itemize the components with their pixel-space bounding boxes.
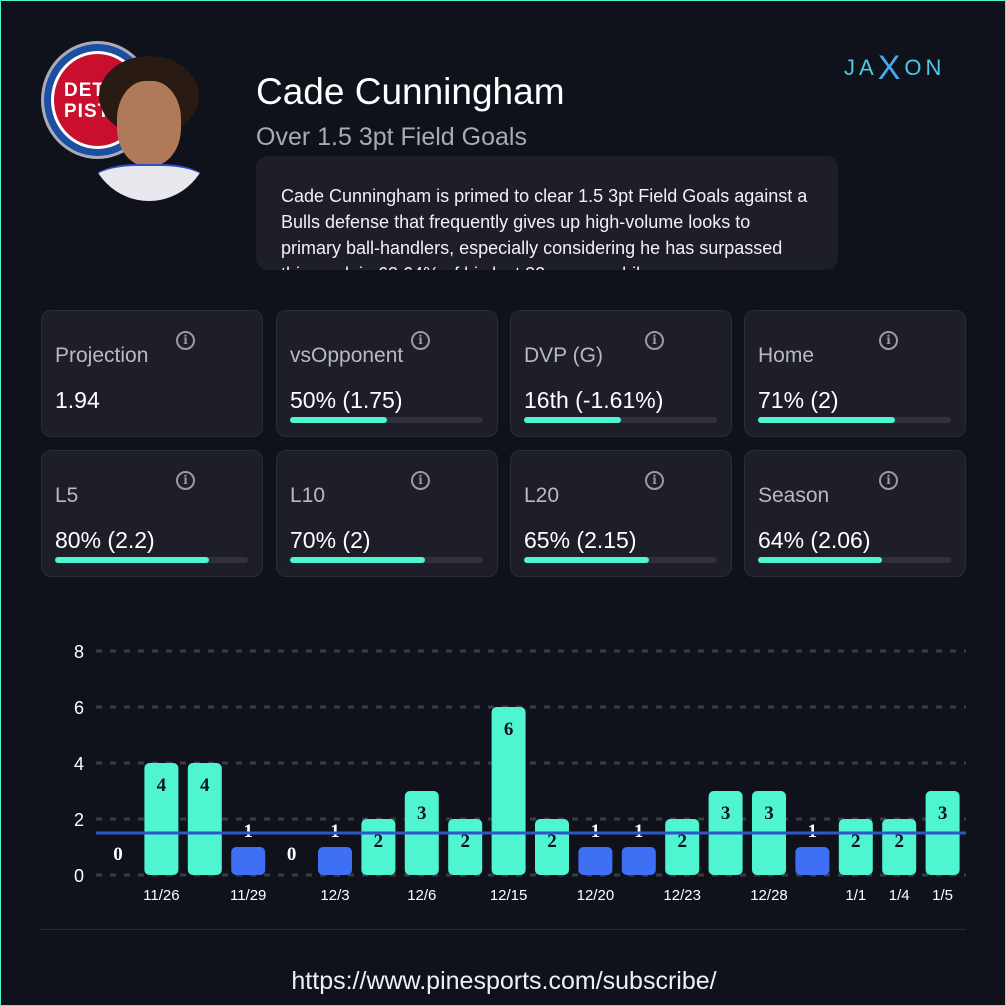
info-icon[interactable]: i bbox=[176, 331, 195, 350]
x-tick-label: 12/6 bbox=[407, 887, 436, 904]
stat-label: vsOpponent bbox=[290, 344, 404, 367]
bar[interactable] bbox=[144, 763, 179, 875]
bar-value-label: 2 bbox=[677, 831, 687, 852]
x-tick-label: 1/1 bbox=[845, 887, 866, 904]
x-tick-label: 1/4 bbox=[889, 887, 910, 904]
stat-card-vsopponent: vsOpponent i 50% (1.75) bbox=[276, 310, 498, 437]
stat-value: 80% (2.2) bbox=[55, 527, 155, 553]
bar-value-label: 0 bbox=[287, 844, 297, 865]
bar-value-label: 6 bbox=[504, 719, 514, 740]
bar[interactable] bbox=[231, 847, 266, 875]
stat-progress-bar bbox=[290, 557, 483, 563]
stat-value: 65% (2.15) bbox=[524, 527, 637, 553]
brand-logo: JAXON bbox=[844, 49, 946, 87]
divider bbox=[41, 929, 966, 930]
stat-value: 16th (-1.61%) bbox=[524, 387, 664, 413]
stat-progress-bar bbox=[758, 417, 951, 423]
stat-label: Season bbox=[758, 484, 830, 507]
info-icon[interactable]: i bbox=[879, 471, 898, 490]
stat-value: 64% (2.06) bbox=[758, 527, 871, 553]
stat-card-l5: L5 i 80% (2.2) bbox=[41, 450, 263, 577]
bar-value-label: 2 bbox=[460, 831, 470, 852]
stat-card-home: Home i 71% (2) bbox=[744, 310, 966, 437]
x-tick-label: 11/26 bbox=[143, 887, 179, 904]
info-icon[interactable]: i bbox=[411, 331, 430, 350]
stat-value: 71% (2) bbox=[758, 387, 839, 413]
stat-card-season: Season i 64% (2.06) bbox=[744, 450, 966, 577]
y-tick-label: 2 bbox=[74, 810, 84, 830]
bar-value-label: 2 bbox=[894, 831, 904, 852]
stat-progress-bar bbox=[290, 417, 483, 423]
stat-card-l10: L10 i 70% (2) bbox=[276, 450, 498, 577]
info-icon[interactable]: i bbox=[411, 471, 430, 490]
bar-value-label: 3 bbox=[417, 803, 427, 824]
bar-value-label: 2 bbox=[851, 831, 861, 852]
x-tick-label: 12/20 bbox=[577, 887, 615, 904]
stat-progress-bar bbox=[55, 557, 248, 563]
bar-value-label: 3 bbox=[938, 803, 948, 824]
bar[interactable] bbox=[318, 847, 352, 875]
stat-label: L10 bbox=[290, 484, 326, 507]
info-icon[interactable]: i bbox=[879, 331, 898, 350]
description-text: Cade Cunningham is primed to clear 1.5 3… bbox=[281, 186, 808, 270]
stat-progress-bar bbox=[758, 557, 951, 563]
y-tick-label: 4 bbox=[74, 754, 84, 774]
info-icon[interactable]: i bbox=[645, 331, 664, 350]
info-icon[interactable]: i bbox=[645, 471, 664, 490]
y-tick-label: 8 bbox=[74, 642, 84, 662]
subscribe-link[interactable]: https://www.pinesports.com/subscribe/ bbox=[291, 967, 717, 995]
bar[interactable] bbox=[795, 847, 830, 875]
x-tick-label: 12/28 bbox=[750, 887, 788, 904]
bar-value-label: 2 bbox=[547, 831, 557, 852]
bar[interactable] bbox=[621, 847, 656, 875]
player-name: Cade Cunningham bbox=[256, 71, 565, 112]
bar-value-label: 4 bbox=[157, 775, 167, 796]
description-box[interactable]: Cade Cunningham is primed to clear 1.5 3… bbox=[256, 156, 838, 270]
stat-value: 1.94 bbox=[55, 387, 100, 413]
stat-value: 70% (2) bbox=[290, 527, 371, 553]
stat-label: Home bbox=[758, 344, 815, 367]
x-tick-label: 12/23 bbox=[663, 887, 701, 904]
x-tick-label: 12/15 bbox=[490, 887, 528, 904]
x-tick-label: 1/5 bbox=[932, 887, 953, 904]
stat-label: Projection bbox=[55, 344, 149, 367]
y-tick-label: 0 bbox=[74, 866, 84, 886]
stat-progress-bar bbox=[524, 557, 717, 563]
stat-label: L20 bbox=[524, 484, 560, 507]
stat-card-l20: L20 i 65% (2.15) bbox=[510, 450, 732, 577]
stat-label: L5 bbox=[55, 484, 79, 507]
bar-chart: 024680411/264111/290112/32312/62612/1521… bbox=[74, 642, 966, 904]
x-tick-label: 12/3 bbox=[320, 887, 349, 904]
x-tick-label: 11/29 bbox=[230, 887, 266, 904]
bar-value-label: 0 bbox=[113, 844, 123, 865]
stat-progress-bar bbox=[524, 417, 717, 423]
bar-value-label: 2 bbox=[374, 831, 384, 852]
bar[interactable] bbox=[578, 847, 613, 875]
bar-value-label: 3 bbox=[721, 803, 731, 824]
stat-card-projection: Projection i 1.94 bbox=[41, 310, 263, 437]
prop-title: Over 1.5 3pt Field Goals bbox=[256, 123, 527, 151]
stat-value: 50% (1.75) bbox=[290, 387, 403, 413]
bar-value-label: 3 bbox=[764, 803, 774, 824]
y-tick-label: 6 bbox=[74, 698, 84, 718]
stat-label: DVP (G) bbox=[524, 344, 603, 367]
bar[interactable] bbox=[187, 763, 222, 875]
player-photo bbox=[89, 56, 209, 201]
bar-value-label: 4 bbox=[200, 775, 210, 796]
stat-card-dvp-g: DVP (G) i 16th (-1.61%) bbox=[510, 310, 732, 437]
info-icon[interactable]: i bbox=[176, 471, 195, 490]
